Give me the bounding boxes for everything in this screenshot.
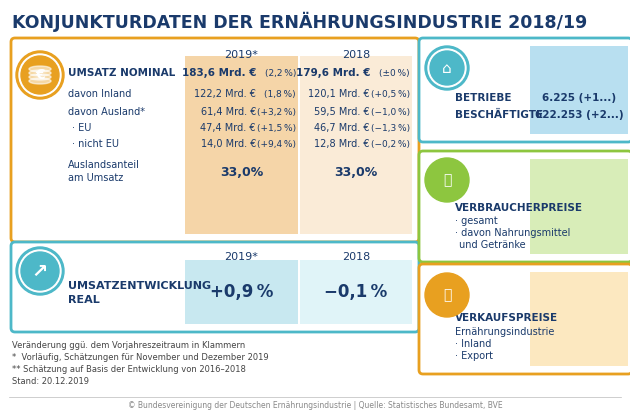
Text: *  Vorläufig, Schätzungen für November und Dezember 2019: * Vorläufig, Schätzungen für November un… <box>12 353 268 361</box>
Ellipse shape <box>29 78 51 84</box>
Text: 2019*: 2019* <box>224 50 258 60</box>
FancyBboxPatch shape <box>11 242 419 332</box>
Text: VERKAUFSPREISE: VERKAUFSPREISE <box>455 313 558 323</box>
Bar <box>530 272 628 366</box>
Circle shape <box>21 252 59 290</box>
Text: (−1,0 %): (−1,0 %) <box>371 108 410 117</box>
Bar <box>530 159 628 254</box>
Text: ↗: ↗ <box>32 262 48 281</box>
Text: (1,8 %): (1,8 %) <box>265 89 296 98</box>
Text: 12,8 Mrd. €: 12,8 Mrd. € <box>314 139 370 149</box>
Ellipse shape <box>29 70 51 76</box>
Ellipse shape <box>29 74 51 80</box>
Circle shape <box>16 51 64 99</box>
Text: 179,6 Mrd. €: 179,6 Mrd. € <box>295 68 370 78</box>
Text: · davon Nahrungsmittel: · davon Nahrungsmittel <box>455 228 570 238</box>
Text: © Bundesvereinigung der Deutschen Ernährungsindustrie | Quelle: Statistisches Bu: © Bundesvereinigung der Deutschen Ernähr… <box>128 400 502 410</box>
Text: (−1,3 %): (−1,3 %) <box>371 124 410 133</box>
Text: · Inland: · Inland <box>455 339 491 349</box>
Text: 14,0 Mrd. €: 14,0 Mrd. € <box>200 139 256 149</box>
Bar <box>300 260 412 324</box>
FancyBboxPatch shape <box>419 38 630 142</box>
Text: 33,0%: 33,0% <box>220 166 263 178</box>
Bar <box>185 260 298 324</box>
Text: 2018: 2018 <box>342 252 370 262</box>
Text: +0,9 %: +0,9 % <box>210 283 273 301</box>
Text: 2019*: 2019* <box>224 252 258 262</box>
Circle shape <box>430 163 464 197</box>
Text: UMSATZENTWICKLUNG: UMSATZENTWICKLUNG <box>68 281 211 291</box>
Ellipse shape <box>29 66 51 72</box>
Text: 👥: 👥 <box>443 173 451 187</box>
Circle shape <box>425 158 469 202</box>
Text: (−0,2 %): (−0,2 %) <box>371 140 410 148</box>
Circle shape <box>21 56 59 94</box>
Text: und Getränke: und Getränke <box>459 240 525 250</box>
Text: REAL: REAL <box>68 295 100 305</box>
Text: (±0 %): (±0 %) <box>379 68 410 77</box>
Text: 61,4 Mrd. €: 61,4 Mrd. € <box>200 107 256 117</box>
Text: 122,2 Mrd. €: 122,2 Mrd. € <box>194 89 256 99</box>
Text: 622.253 (+2...): 622.253 (+2...) <box>535 110 623 120</box>
Text: KONJUNKTURDATEN DER ERNÄHRUNGSINDUSTRIE 2018/19: KONJUNKTURDATEN DER ERNÄHRUNGSINDUSTRIE … <box>12 12 587 32</box>
Text: 33,0%: 33,0% <box>335 166 377 178</box>
Circle shape <box>430 51 464 85</box>
Text: UMSATZ NOMINAL: UMSATZ NOMINAL <box>68 68 175 78</box>
Text: 183,6 Mrd. €: 183,6 Mrd. € <box>181 68 256 78</box>
Text: davon Inland: davon Inland <box>68 89 132 99</box>
Text: · gesamt: · gesamt <box>455 216 498 226</box>
Text: 46,7 Mrd. €: 46,7 Mrd. € <box>314 123 370 133</box>
Text: BETRIEBE: BETRIEBE <box>455 93 512 103</box>
Text: 6.225 (+1...): 6.225 (+1...) <box>542 93 616 103</box>
Text: · nicht EU: · nicht EU <box>72 139 119 149</box>
Text: −0,1 %: −0,1 % <box>324 283 387 301</box>
Text: €: € <box>35 68 45 82</box>
Text: 59,5 Mrd. €: 59,5 Mrd. € <box>314 107 370 117</box>
Text: davon Ausland*: davon Ausland* <box>68 107 145 117</box>
Circle shape <box>430 278 464 312</box>
Text: · EU: · EU <box>72 123 91 133</box>
Text: (+9,4 %): (+9,4 %) <box>257 140 296 148</box>
Circle shape <box>19 54 61 96</box>
Text: ** Schätzung auf Basis der Entwicklung von 2016–2018: ** Schätzung auf Basis der Entwicklung v… <box>12 365 246 374</box>
Text: 47,4 Mrd. €: 47,4 Mrd. € <box>200 123 256 133</box>
Text: am Umsatz: am Umsatz <box>68 173 123 183</box>
FancyBboxPatch shape <box>11 38 419 242</box>
Circle shape <box>425 46 469 90</box>
FancyBboxPatch shape <box>419 264 630 374</box>
Text: Stand: 20.12.2019: Stand: 20.12.2019 <box>12 377 89 386</box>
Text: 🛒: 🛒 <box>443 288 451 302</box>
Text: Ernährungsindustrie: Ernährungsindustrie <box>455 327 554 337</box>
Circle shape <box>428 49 466 87</box>
Text: VERBRAUCHERPREISE: VERBRAUCHERPREISE <box>455 203 583 213</box>
Text: 2018: 2018 <box>342 50 370 60</box>
Text: (2,2 %): (2,2 %) <box>265 68 296 77</box>
Text: Auslandsanteil: Auslandsanteil <box>68 160 140 170</box>
Bar <box>185 56 298 234</box>
Text: 120,1 Mrd. €: 120,1 Mrd. € <box>308 89 370 99</box>
Bar <box>300 56 412 234</box>
Circle shape <box>19 250 61 292</box>
FancyBboxPatch shape <box>419 151 630 262</box>
Text: (+0,5 %): (+0,5 %) <box>371 89 410 98</box>
Text: Veränderung ggü. dem Vorjahreszeitraum in Klammern: Veränderung ggü. dem Vorjahreszeitraum i… <box>12 340 245 349</box>
Bar <box>530 46 628 134</box>
Text: (+3,2 %): (+3,2 %) <box>257 108 296 117</box>
Circle shape <box>425 273 469 317</box>
Text: (+1,5 %): (+1,5 %) <box>257 124 296 133</box>
Circle shape <box>16 247 64 295</box>
Text: · Export: · Export <box>455 351 493 361</box>
Text: ⌂: ⌂ <box>442 61 452 75</box>
Text: BESCHÄFTIGTE: BESCHÄFTIGTE <box>455 110 543 120</box>
